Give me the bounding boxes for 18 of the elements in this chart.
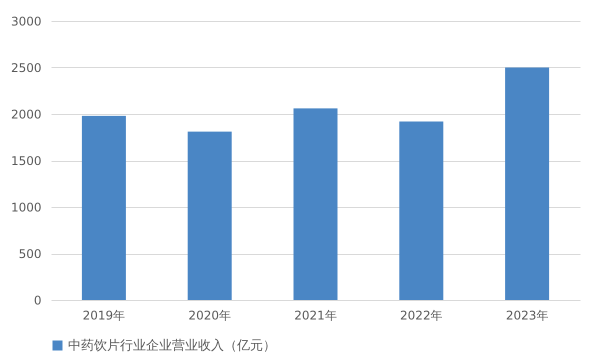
x-tick-label: 2020年 [188, 308, 231, 322]
y-tick-label: 1000 [10, 200, 42, 214]
legend-label: 中药饮片行业企业营业收入（亿元） [68, 338, 276, 354]
y-tick-label: 3000 [10, 14, 42, 28]
bar [505, 68, 550, 300]
bar [294, 108, 338, 300]
bar [399, 121, 444, 300]
x-tick-label: 2023年 [506, 308, 548, 322]
x-tick-label: 2022年 [400, 308, 443, 322]
bar [188, 132, 232, 300]
y-tick-label: 2500 [10, 61, 42, 75]
y-tick-label: 500 [18, 247, 42, 261]
y-tick-label: 2000 [10, 108, 42, 122]
bar [82, 116, 126, 300]
x-tick-label: 2021年 [294, 308, 337, 322]
y-tick-label: 0 [34, 294, 42, 308]
y-tick-label: 1500 [10, 154, 42, 168]
x-tick-label: 2019年 [82, 308, 126, 322]
